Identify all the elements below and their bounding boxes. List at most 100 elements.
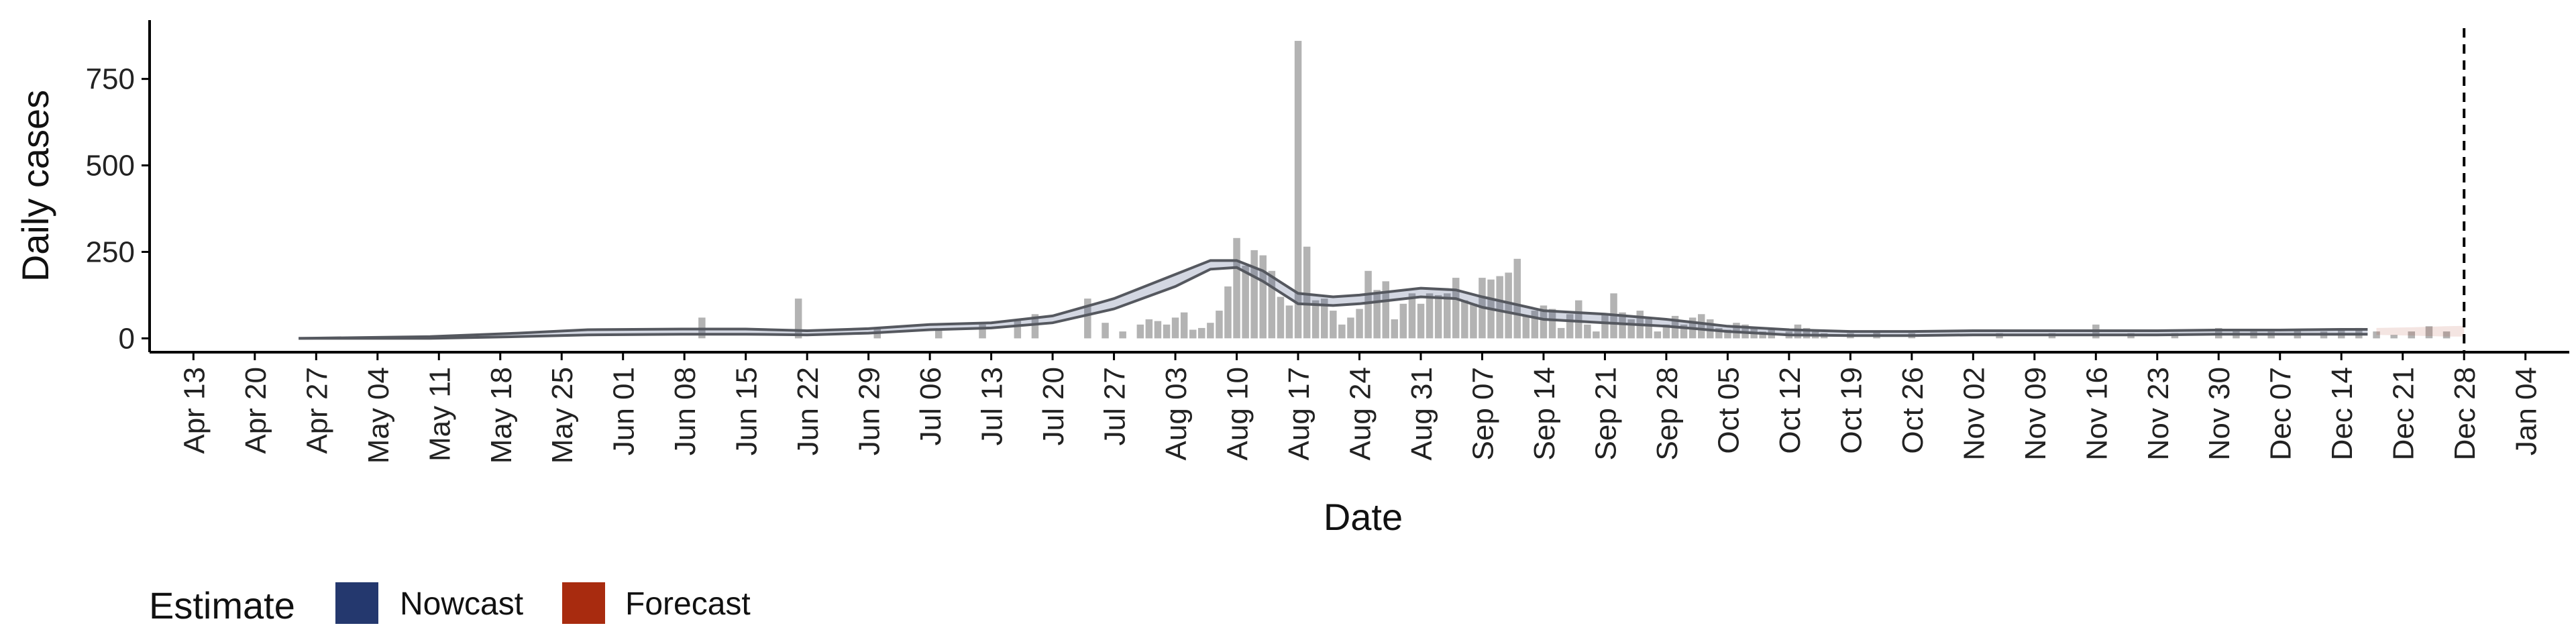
y-tick-label: 500 <box>86 150 135 182</box>
case-bar <box>1724 329 1731 339</box>
x-tick-label: Sep 28 <box>1651 367 1684 460</box>
legend-label-nowcast: Nowcast <box>400 586 523 622</box>
case-bar <box>1680 324 1688 339</box>
case-bar <box>2373 331 2380 339</box>
legend-title: Estimate <box>149 584 295 627</box>
case-bar <box>1557 327 1565 339</box>
case-bar <box>1321 299 1328 339</box>
case-bar <box>1294 40 1302 339</box>
x-ticks: Apr 13 Apr 20 Apr 27 May 04 May 11 May 18 May … <box>178 352 2543 464</box>
case-bar <box>1733 323 1740 339</box>
case-bar <box>1470 303 1477 339</box>
case-bar <box>1189 329 1197 339</box>
case-bar <box>1461 300 1468 339</box>
case-bar <box>1522 315 1530 339</box>
case-bar <box>794 299 802 339</box>
bars-layer <box>698 40 2451 339</box>
case-bar <box>1382 281 1389 339</box>
case-bar <box>1373 290 1381 339</box>
legend-label-forecast: Forecast <box>625 586 751 622</box>
case-bar <box>1356 309 1363 339</box>
case-bar <box>1505 272 1512 339</box>
case-bar <box>1540 305 1548 339</box>
x-tick-label: Jul 20 <box>1037 367 1070 445</box>
case-bar <box>1654 331 1662 339</box>
x-tick-label: Aug 17 <box>1283 367 1316 460</box>
x-tick-label: May 18 <box>485 367 518 464</box>
legend-swatch-nowcast <box>335 582 378 624</box>
nowcast-band <box>299 260 2368 339</box>
x-tick-label: May 04 <box>362 367 395 464</box>
x-tick-label: Aug 03 <box>1160 367 1193 460</box>
case-bar <box>1627 319 1635 339</box>
case-bar <box>1715 327 1723 339</box>
x-tick-label: Sep 07 <box>1467 367 1500 460</box>
case-bar <box>1119 331 1126 339</box>
y-ticks: 0 250 500 750 <box>86 63 150 355</box>
case-bar <box>1417 303 1425 339</box>
case-bar <box>1216 311 1223 339</box>
case-bar <box>1575 300 1582 339</box>
x-tick-label: Nov 23 <box>2142 367 2175 460</box>
case-bar <box>1285 305 1293 339</box>
x-tick-label: Oct 19 <box>1835 367 1868 454</box>
x-tick-label: Nov 30 <box>2203 367 2236 460</box>
case-bar <box>1794 324 1802 339</box>
case-bar <box>1163 324 1171 339</box>
y-axis-title: Daily cases <box>14 90 56 282</box>
nowcast-lower-line <box>299 266 2368 340</box>
y-tick-label: 0 <box>119 322 135 355</box>
x-tick-label: May 11 <box>423 367 456 462</box>
case-bar <box>1233 237 1240 339</box>
estimate-bands-layer <box>299 259 2465 340</box>
case-bar <box>2425 326 2433 339</box>
case-bar <box>2408 331 2415 339</box>
forecast-band <box>2376 325 2465 337</box>
case-bar <box>935 329 943 339</box>
case-bar <box>1031 314 1039 339</box>
case-bar <box>1338 324 1346 339</box>
case-bar <box>1803 327 1811 339</box>
case-bar <box>1444 293 1451 339</box>
case-bar <box>1759 331 1766 339</box>
x-tick-label: Jun 29 <box>853 367 886 455</box>
case-bar <box>1207 323 1214 339</box>
x-tick-label: Nov 16 <box>2080 367 2113 460</box>
x-tick-label: Aug 31 <box>1405 367 1438 460</box>
x-tick-label: Jul 13 <box>976 367 1009 445</box>
x-tick-label: Jun 22 <box>792 367 824 455</box>
x-tick-label: Dec 07 <box>2265 367 2298 460</box>
case-bar <box>2443 331 2451 339</box>
case-bar <box>979 324 986 339</box>
x-tick-label: Apr 20 <box>239 367 272 454</box>
case-bar <box>1566 314 1574 339</box>
case-bar <box>2390 335 2398 339</box>
x-tick-label: Jun 08 <box>669 367 702 455</box>
x-tick-label: Dec 21 <box>2387 367 2420 460</box>
x-tick-label: Jun 15 <box>731 367 763 455</box>
x-tick-label: Oct 05 <box>1712 367 1745 454</box>
case-bar <box>1268 270 1276 339</box>
x-tick-label: Aug 10 <box>1222 367 1254 460</box>
case-bar <box>1601 314 1609 339</box>
case-bar <box>1014 319 1022 339</box>
case-bar <box>1513 258 1521 339</box>
case-bar <box>1364 270 1372 339</box>
nowcast-upper-line <box>299 259 2368 340</box>
case-bar <box>1531 311 1539 339</box>
x-tick-label: Nov 09 <box>2019 367 2052 460</box>
x-tick-label: Apr 27 <box>301 367 333 454</box>
case-bar <box>1180 312 1188 339</box>
case-bar <box>1084 299 1091 339</box>
case-bar <box>1584 324 1591 339</box>
x-tick-label: Jun 01 <box>608 367 641 455</box>
case-bar <box>1645 317 1652 339</box>
case-bar <box>1330 311 1337 339</box>
case-bar <box>1198 327 1205 339</box>
x-tick-label: Dec 14 <box>2326 367 2359 460</box>
x-tick-label: Dec 28 <box>2449 367 2481 460</box>
x-tick-label: Jan 04 <box>2510 367 2543 455</box>
x-tick-label: Oct 26 <box>1896 367 1929 454</box>
x-tick-label: Jul 06 <box>914 367 947 445</box>
